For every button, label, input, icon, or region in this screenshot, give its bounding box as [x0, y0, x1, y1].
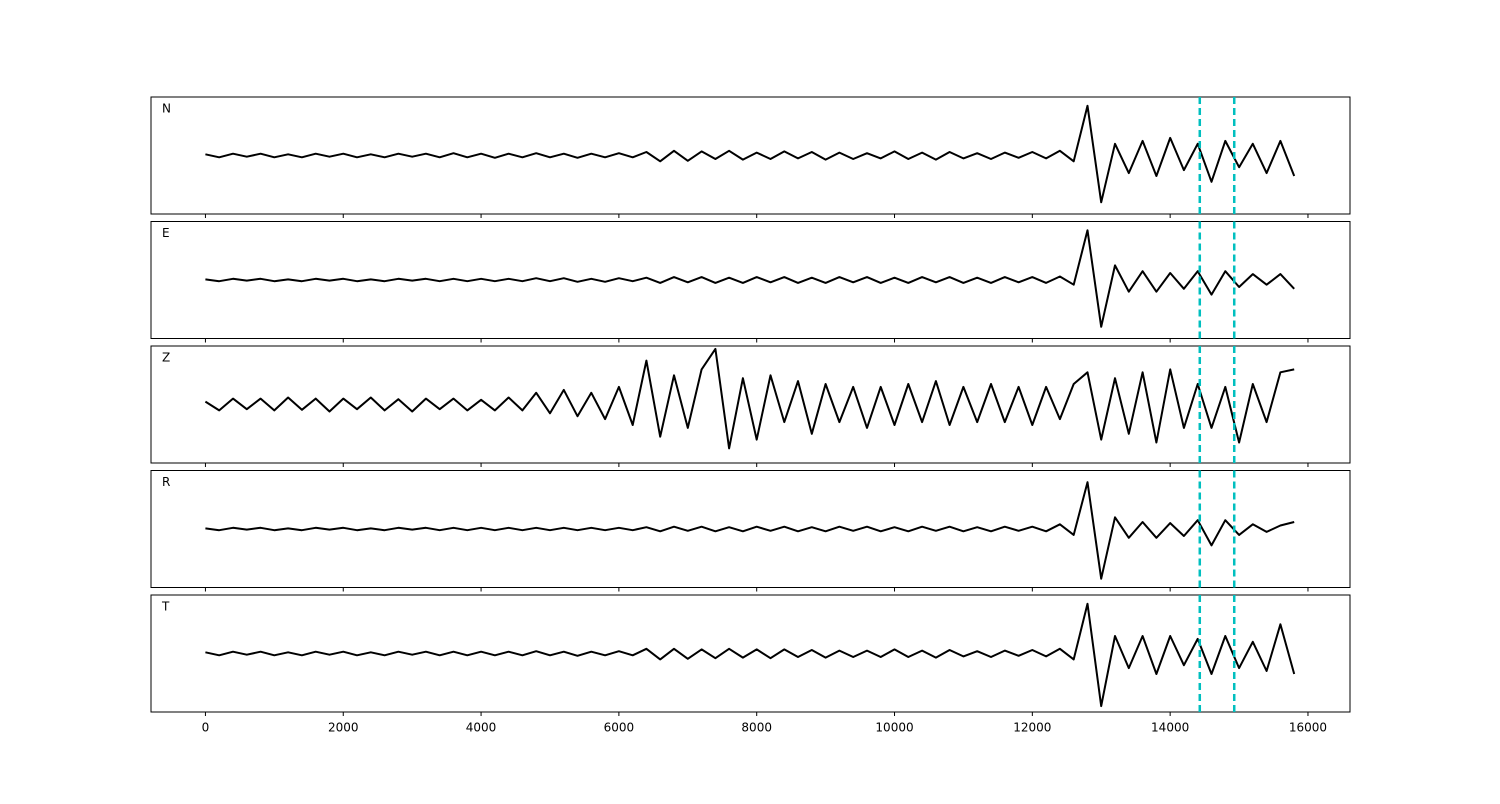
trace — [204, 347, 1295, 450]
panel-label: N — [162, 102, 171, 116]
panel-frame — [150, 96, 1351, 215]
x-tick-label: 16000 — [1289, 721, 1327, 735]
trace — [205, 481, 1295, 580]
x-tick-label: 0 — [202, 721, 210, 735]
x-tick-label: 4000 — [466, 721, 497, 735]
trace — [205, 602, 1296, 708]
panel-label: T — [161, 600, 170, 614]
x-tick-label: 12000 — [1013, 721, 1051, 735]
x-tick-label: 10000 — [875, 721, 913, 735]
x-tick-label: 6000 — [604, 721, 635, 735]
panel-frame — [150, 594, 1351, 713]
x-tick-label: 14000 — [1151, 721, 1189, 735]
panel-frame — [150, 345, 1351, 464]
panel-frame — [150, 470, 1351, 588]
panel-label: Z — [162, 351, 170, 365]
trace — [205, 229, 1295, 328]
x-tick-label: 2000 — [328, 721, 359, 735]
x-tick-label: 8000 — [741, 721, 772, 735]
panel-label: R — [162, 475, 170, 489]
trace — [205, 104, 1296, 204]
panel-frame — [150, 221, 1351, 339]
panel-label: E — [162, 226, 170, 240]
